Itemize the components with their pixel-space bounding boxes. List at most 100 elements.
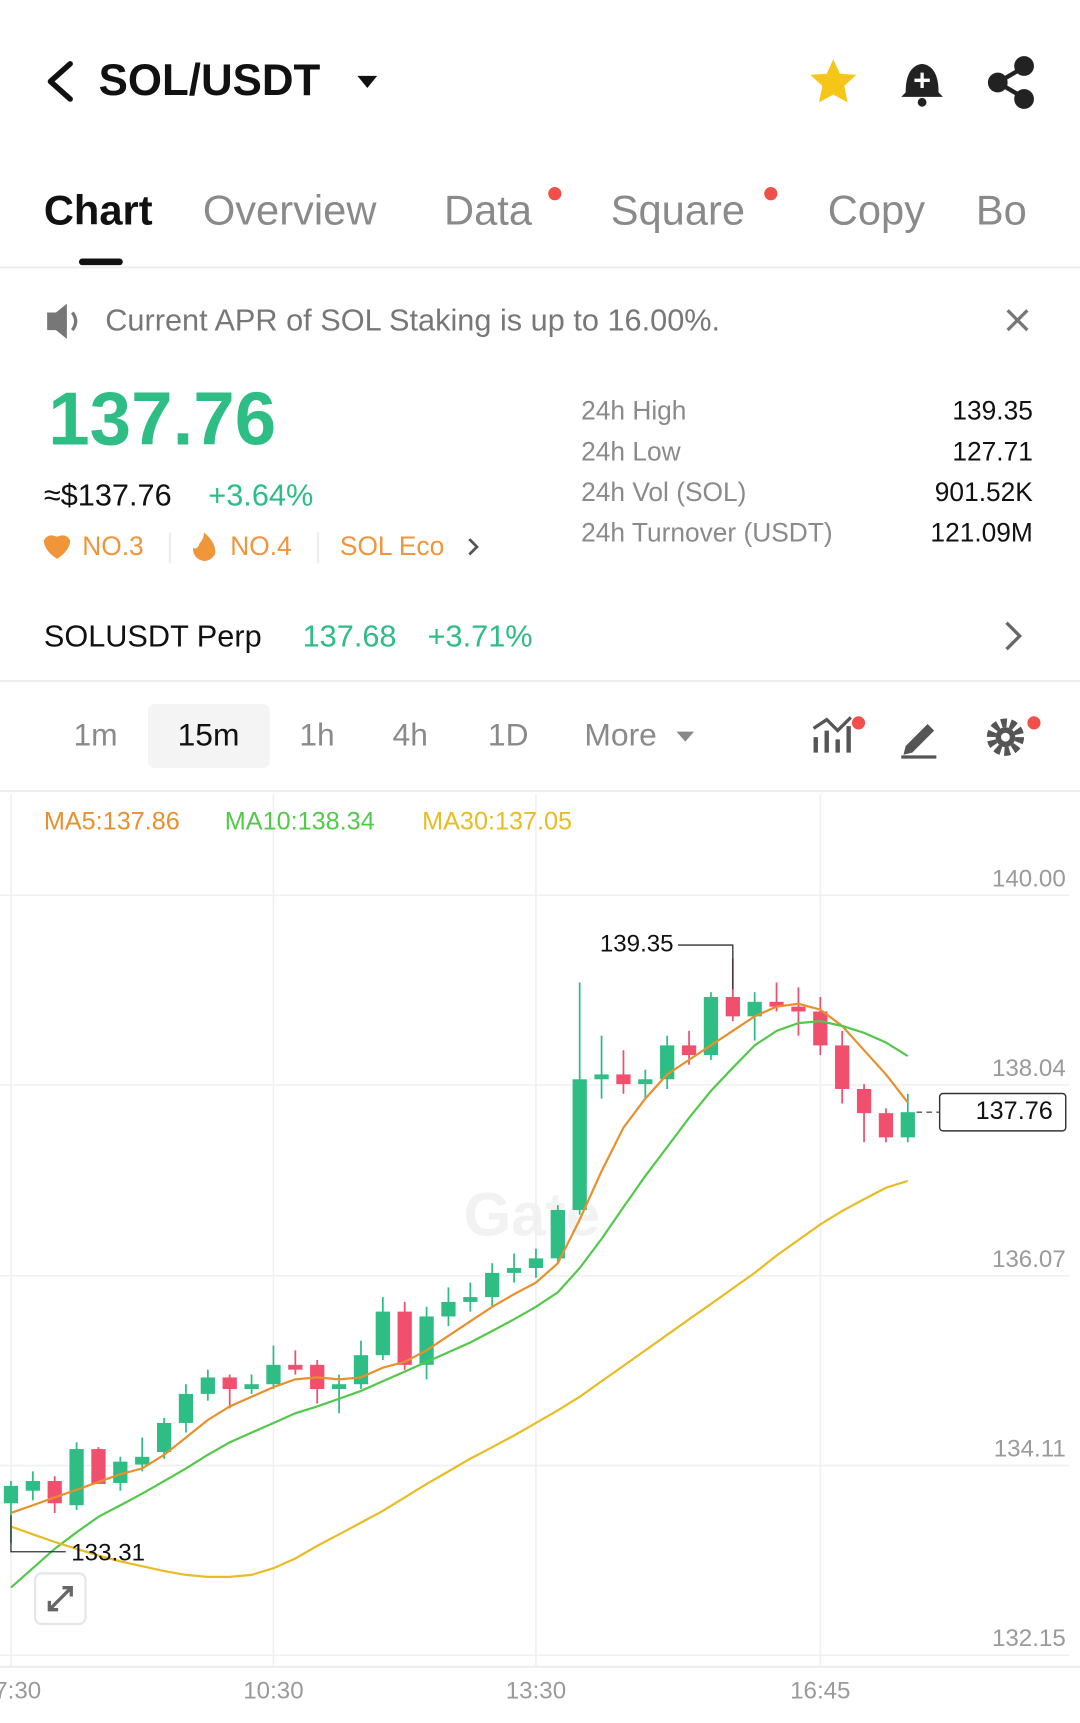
last-price-box [938, 1092, 1067, 1132]
x-tick-label: 07:30 [0, 1678, 41, 1705]
low-label: 133.31 [71, 1539, 145, 1566]
low-marker-line [10, 1515, 66, 1553]
y-tick-label: 136.07 [992, 1246, 1066, 1273]
candle-body [791, 1006, 806, 1012]
share-button[interactable] [987, 56, 1034, 109]
badge-dot [1027, 716, 1041, 730]
candle-body [331, 1384, 347, 1390]
last-price: 137.76 [48, 376, 276, 460]
candle-body [725, 996, 740, 1017]
chevron[interactable] [1005, 621, 1023, 651]
candle-body [900, 1112, 915, 1138]
tab[interactable]: Bo [976, 186, 1027, 233]
draw-button[interactable] [901, 723, 937, 759]
candle-body [813, 1011, 828, 1046]
candle-body [703, 996, 719, 1056]
x-tick-label: 10:30 [243, 1678, 303, 1705]
candle-body [506, 1268, 522, 1273]
candle-body [353, 1355, 369, 1385]
candle-body [572, 1079, 587, 1210]
tab[interactable]: Square [611, 186, 745, 233]
candle-body [550, 1209, 565, 1259]
candle-body [222, 1377, 237, 1390]
y-tick-label: 140.00 [992, 865, 1066, 892]
speaker-icon [47, 303, 78, 339]
close-notice[interactable] [1006, 309, 1029, 332]
stat-label: 24h Turnover (USDT) [581, 518, 833, 548]
badge-dot [548, 187, 562, 201]
candlestick-chart: Gate 140.00138.04136.07134.11132.1507:30… [0, 794, 1080, 1705]
high-marker-line [677, 944, 734, 990]
candle-body [3, 1485, 19, 1504]
interval-option[interactable]: 4h [393, 717, 428, 753]
active-interval-bg [148, 704, 270, 768]
candle-body [419, 1316, 434, 1365]
price-change: +3.64% [208, 477, 313, 512]
ma-line [10, 1002, 909, 1514]
stat-value: 139.35 [952, 396, 1032, 426]
perp-change: +3.71% [428, 618, 533, 653]
y-tick-label: 134.11 [994, 1435, 1066, 1462]
candle-body [856, 1088, 872, 1114]
tab[interactable]: Chart [44, 186, 153, 233]
interval-option[interactable]: 15m [178, 717, 240, 753]
stats: 24h High 139.35 24h Low 127.71 24h Vol (SOL)… [581, 396, 1033, 548]
x-tick-label: 13:30 [506, 1678, 566, 1705]
badge-dot [851, 716, 866, 730]
perp-price: 137.68 [303, 618, 397, 653]
candle-body [25, 1481, 40, 1491]
stat-label: 24h High [581, 396, 686, 426]
more-dropdown[interactable] [676, 731, 695, 742]
ma-line [10, 1020, 909, 1589]
chevron [468, 538, 479, 556]
candle-body [200, 1377, 215, 1394]
candle-body [113, 1461, 128, 1483]
indicator-button[interactable] [812, 716, 853, 753]
rank-tag[interactable]: NO.4 [230, 531, 291, 561]
high-label: 139.35 [600, 930, 674, 957]
alert-bell[interactable] [901, 63, 943, 107]
candle-body [528, 1258, 544, 1269]
interval-option[interactable]: 1h [299, 717, 334, 753]
candle-body [156, 1422, 172, 1452]
candle-body [747, 1001, 762, 1017]
favorite-star[interactable] [810, 59, 857, 103]
tab[interactable]: Overview [203, 186, 377, 233]
tag-icon [192, 532, 216, 562]
stat-value: 127.71 [952, 436, 1032, 466]
perp-name[interactable]: SOLUSDT Perp [44, 618, 262, 653]
tab[interactable]: Copy [828, 186, 925, 233]
candle-body [288, 1364, 303, 1370]
candle-body [681, 1045, 697, 1056]
candle-body [69, 1449, 84, 1506]
legend-entry: MA5:137.86 [44, 808, 180, 836]
pair-dropdown[interactable] [357, 75, 378, 89]
last-price-label: 137.76 [976, 1097, 1053, 1125]
rank-tag[interactable]: NO.3 [82, 531, 143, 561]
tag-icon [43, 535, 71, 559]
candle-body [485, 1272, 500, 1298]
legend-entry: MA30:137.05 [422, 808, 572, 836]
y-tick-label: 138.04 [992, 1055, 1066, 1082]
candle-body [463, 1297, 478, 1302]
tab[interactable]: Data [444, 186, 533, 233]
back-button[interactable] [47, 61, 73, 102]
interval-option[interactable]: 1m [73, 717, 117, 753]
stat-label: 24h Vol (SOL) [581, 477, 746, 507]
candle-body [244, 1384, 259, 1390]
badge-dot [764, 187, 778, 201]
pair-title[interactable]: SOL/USDT [99, 56, 321, 105]
expand-button[interactable] [33, 1572, 87, 1626]
candle-body [91, 1449, 106, 1484]
eco-tag[interactable]: SOL Eco [340, 531, 444, 561]
candle-body [616, 1074, 631, 1085]
candle-body [594, 1074, 609, 1080]
settings-button[interactable] [986, 718, 1025, 756]
interval-option[interactable]: 1D [488, 717, 529, 753]
legend-entry: MA10:138.34 [225, 808, 375, 836]
candle-body [397, 1311, 412, 1365]
candle-body [266, 1364, 281, 1385]
interval-option[interactable]: More [584, 717, 656, 753]
